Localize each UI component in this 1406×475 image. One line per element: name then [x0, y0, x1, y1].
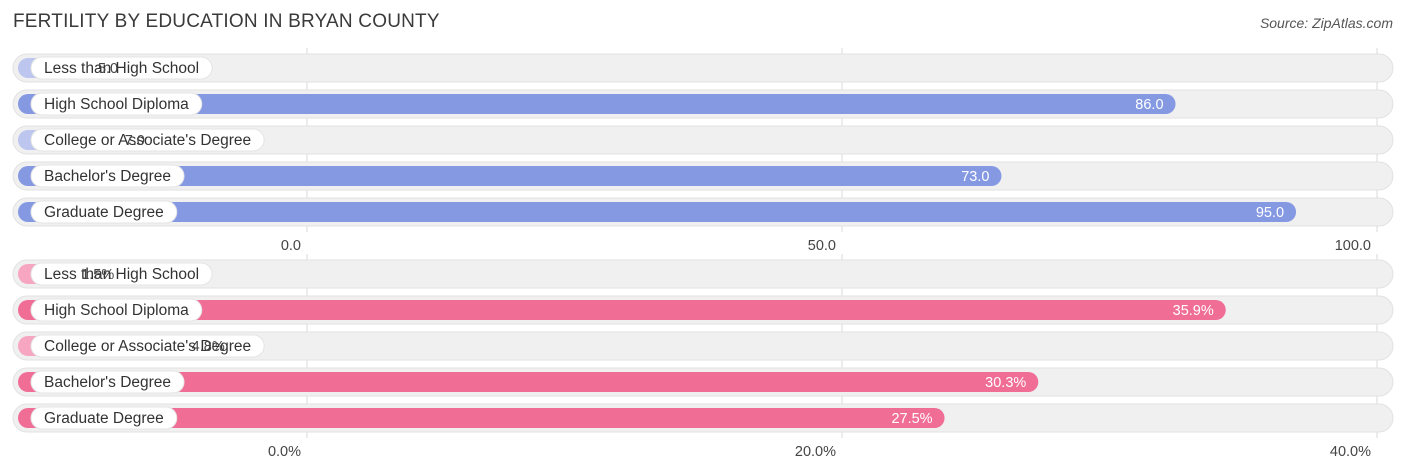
chart2-category-pill — [30, 262, 213, 286]
chart2-category-label: High School Diploma — [44, 302, 189, 319]
chart1-value-label: 73.0 — [961, 169, 989, 185]
chart2-bar — [18, 408, 945, 428]
chart1-category-pill — [30, 92, 203, 116]
chart1-category-pill — [30, 56, 213, 80]
chart1-value-label: 5.0 — [98, 61, 118, 77]
chart2-category-pill — [30, 406, 178, 430]
chart2-tick-label: 20.0% — [795, 444, 836, 460]
chart1-category-label: Bachelor's Degree — [44, 168, 171, 185]
chart1-category-label: High School Diploma — [44, 96, 189, 113]
chart1-value-label: 95.0 — [1256, 205, 1284, 221]
chart2-value-label: 4.8% — [192, 339, 225, 355]
chart2-value-label: 30.3% — [985, 375, 1026, 391]
chart2-category-pill — [30, 334, 265, 358]
chart1-category-pill — [30, 164, 185, 188]
chart1-bar — [18, 166, 1002, 186]
chart2-tick-label: 40.0% — [1330, 444, 1371, 460]
chart2-category-label: Bachelor's Degree — [44, 374, 171, 391]
chart1-bar — [18, 202, 1297, 222]
chart2-value-label: 1.5% — [81, 267, 114, 283]
chart2-category-pill — [30, 370, 185, 394]
chart1-track — [12, 125, 1394, 155]
chart2-value-label: 27.5% — [891, 411, 932, 427]
chart2-category-label: College or Associate's Degree — [44, 338, 251, 355]
source-credit: Source: ZipAtlas.com — [1259, 15, 1393, 31]
chart2-bar — [18, 300, 1226, 320]
chart1-category-pill — [30, 200, 178, 224]
chart2-track — [12, 331, 1394, 361]
chart1-track — [12, 53, 1394, 83]
chart2-bar — [18, 372, 1039, 392]
chart2-category-pill — [30, 298, 203, 322]
chart1-tick-label: 0.0 — [281, 238, 301, 254]
chart1-category-label: Graduate Degree — [44, 204, 164, 221]
chart1-category-pill — [30, 128, 265, 152]
chart1-tick-label: 100.0 — [1335, 238, 1371, 254]
chart2-value-label: 35.9% — [1173, 303, 1214, 319]
chart1-bar — [18, 94, 1176, 114]
chart2-category-label: Less than High School — [44, 266, 199, 283]
chart-title: FERTILITY BY EDUCATION IN BRYAN COUNTY — [13, 11, 440, 32]
chart1-category-label: College or Associate's Degree — [44, 132, 251, 149]
chart2-category-label: Graduate Degree — [44, 410, 164, 427]
chart1-value-label: 86.0 — [1135, 97, 1163, 113]
chart2-tick-label: 0.0% — [268, 444, 301, 460]
chart2-track — [12, 259, 1394, 289]
chart1-category-label: Less than High School — [44, 60, 199, 77]
chart1-tick-label: 50.0 — [808, 238, 836, 254]
chart1-value-label: 7.0 — [125, 133, 145, 149]
